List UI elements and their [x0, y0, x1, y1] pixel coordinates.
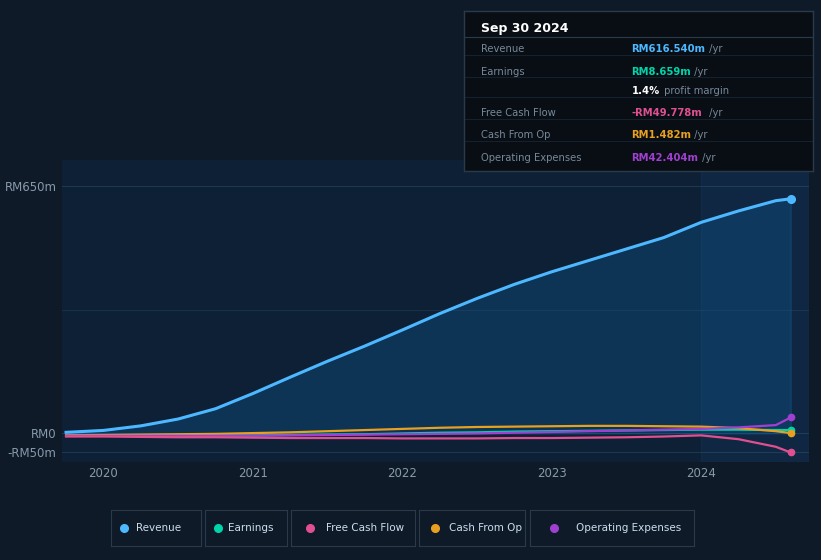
- Text: /yr: /yr: [699, 153, 715, 163]
- Text: RM42.404m: RM42.404m: [631, 153, 699, 163]
- Text: RM616.540m: RM616.540m: [631, 44, 705, 54]
- Text: Free Cash Flow: Free Cash Flow: [326, 523, 404, 533]
- Text: Cash From Op: Cash From Op: [481, 130, 551, 141]
- Text: profit margin: profit margin: [662, 86, 730, 96]
- Text: Revenue: Revenue: [136, 523, 181, 533]
- Text: Operating Expenses: Operating Expenses: [481, 153, 582, 163]
- Text: /yr: /yr: [691, 67, 708, 77]
- Text: /yr: /yr: [691, 130, 708, 141]
- Bar: [701, 160, 809, 462]
- Text: Revenue: Revenue: [481, 44, 525, 54]
- Text: Earnings: Earnings: [228, 523, 273, 533]
- Text: /yr: /yr: [706, 108, 722, 118]
- Text: /yr: /yr: [706, 44, 722, 54]
- Text: Sep 30 2024: Sep 30 2024: [481, 22, 569, 35]
- Text: Operating Expenses: Operating Expenses: [576, 523, 681, 533]
- Text: Free Cash Flow: Free Cash Flow: [481, 108, 556, 118]
- Text: -RM49.778m: -RM49.778m: [631, 108, 702, 118]
- Text: RM1.482m: RM1.482m: [631, 130, 691, 141]
- Text: Cash From Op: Cash From Op: [448, 523, 521, 533]
- Text: RM8.659m: RM8.659m: [631, 67, 691, 77]
- Text: 1.4%: 1.4%: [631, 86, 659, 96]
- Text: Earnings: Earnings: [481, 67, 525, 77]
